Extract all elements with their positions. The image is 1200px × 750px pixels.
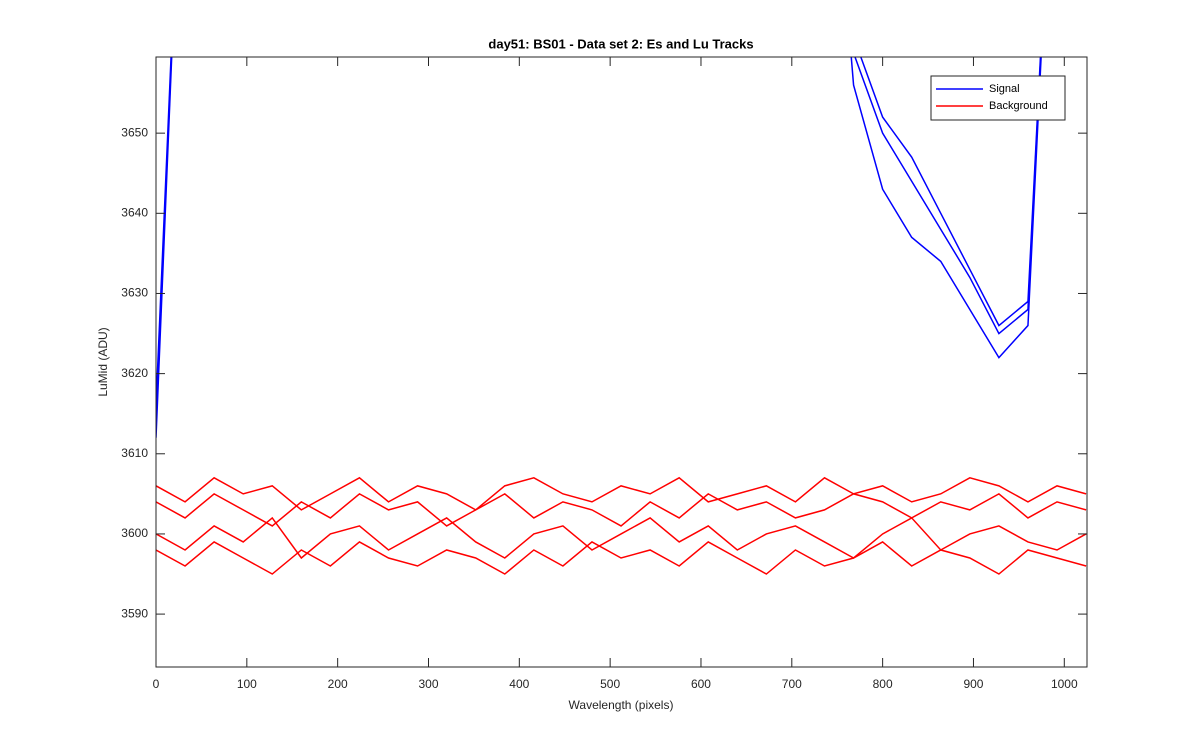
- x-tick-label: 100: [237, 677, 257, 691]
- series-line: [156, 57, 1042, 438]
- y-tick-label: 3620: [121, 366, 148, 380]
- y-tick-label: 3650: [121, 125, 148, 139]
- y-tick-label: 3600: [121, 526, 148, 540]
- series-line: [156, 516, 1087, 560]
- x-tick-label: 800: [873, 677, 893, 691]
- series-line: [156, 57, 1042, 406]
- x-tick-label: 500: [600, 677, 620, 691]
- x-tick-label: 300: [418, 677, 438, 691]
- x-tick-label: 900: [963, 677, 983, 691]
- series-line: [156, 492, 1087, 527]
- chart-title: day51: BS01 - Data set 2: Es and Lu Trac…: [488, 36, 753, 51]
- series-line: [156, 57, 1042, 422]
- y-tick-label: 3630: [121, 286, 148, 300]
- y-tick-label: 3640: [121, 205, 148, 219]
- x-tick-label: 600: [691, 677, 711, 691]
- x-tick-label: 400: [509, 677, 529, 691]
- y-axis-label: LuMid (ADU): [96, 327, 110, 396]
- axes-box: [155, 56, 1088, 668]
- x-tick-label: 700: [782, 677, 802, 691]
- legend-label: Background: [989, 100, 1048, 112]
- series-line: [156, 476, 1087, 511]
- y-tick-label: 3590: [121, 606, 148, 620]
- x-axis-label: Wavelength (pixels): [569, 698, 674, 712]
- legend-box: [930, 75, 1066, 121]
- x-tick-label: 0: [153, 677, 160, 691]
- legend-label: Signal: [989, 83, 1020, 95]
- x-tick-label: 200: [328, 677, 348, 691]
- x-tick-label: 1000: [1051, 677, 1078, 691]
- series-line: [156, 541, 1087, 575]
- plot-area: [156, 57, 1087, 575]
- y-tick-label: 3610: [121, 446, 148, 460]
